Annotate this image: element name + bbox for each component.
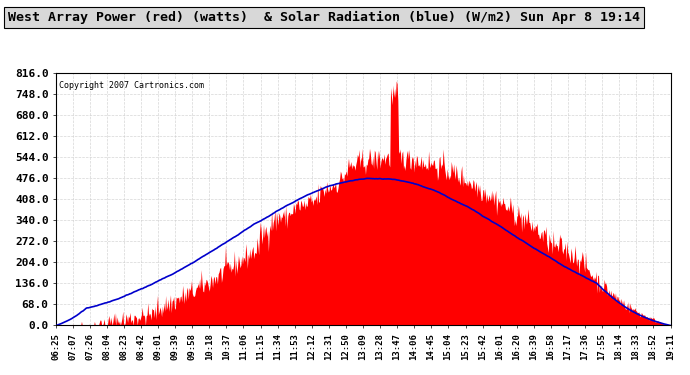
Text: Copyright 2007 Cartronics.com: Copyright 2007 Cartronics.com	[59, 81, 204, 90]
Text: West Array Power (red) (watts)  & Solar Radiation (blue) (W/m2) Sun Apr 8 19:14: West Array Power (red) (watts) & Solar R…	[8, 11, 640, 24]
